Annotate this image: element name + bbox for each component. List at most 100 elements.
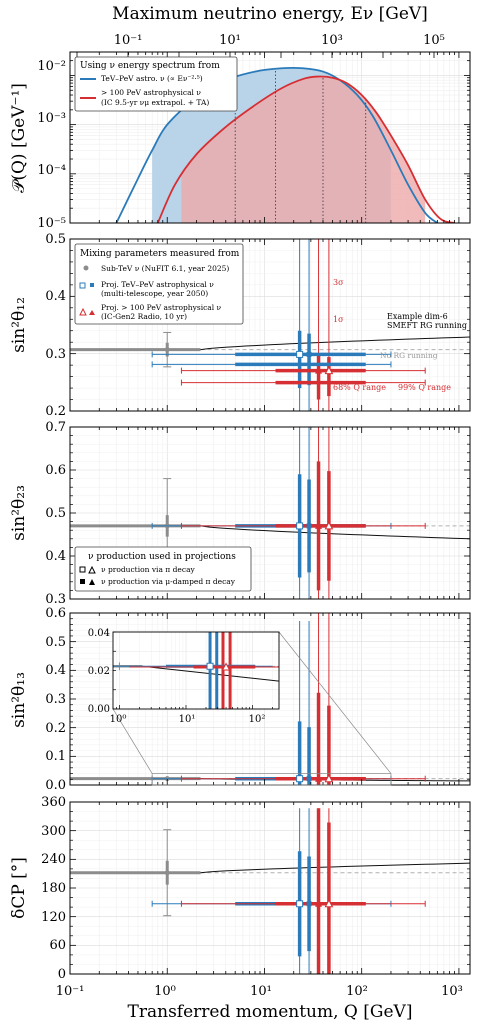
annotation-68-range: 68% Q range [333, 383, 386, 392]
y-tick-label: 0.2 [45, 404, 66, 419]
top-axis-title: Maximum neutrino energy, Eν [GeV] [112, 4, 428, 24]
inset-data [113, 632, 279, 709]
y-axis-label: 𝒫(Q) [GeV⁻¹] [9, 83, 29, 193]
uhe-point [315, 900, 323, 907]
panel-data [70, 427, 470, 599]
y-tick-label: 0.4 [45, 549, 66, 564]
production-legend: ν production used in projections ν produ… [74, 546, 252, 592]
inset-x-tick-label: 10⁰ [110, 714, 127, 725]
annotation-no-rg: No RG running [380, 351, 438, 360]
y-tick-label: 0.7 [45, 420, 66, 435]
legend-title: ν production used in projections [88, 552, 236, 562]
panel-theta13: 0.0 0.1 0.2 0.3 0.4 0.5 0.6 sin²θ₁₃ 0.00… [9, 606, 471, 793]
uhe-pi-point [324, 899, 334, 908]
y-tick-label: 10⁻⁵ [37, 216, 66, 231]
legend-entry-pi: ν production via π decay [101, 565, 196, 574]
legend-entry-uhe: > 100 PeV astrophysical ν [101, 88, 201, 97]
astro-point [296, 522, 304, 530]
legend-title: Mixing parameters measured from [80, 249, 240, 259]
astro-spectrum-line [115, 66, 438, 223]
y-tick-label: 0.6 [45, 463, 66, 478]
panel-theta12: 0.2 0.3 0.4 0.5 sin²θ₁₂ Mixing parameter… [9, 232, 471, 419]
y-tick-label: 0.5 [45, 635, 66, 650]
panel-data [70, 808, 470, 974]
x-tick-label: 10⁻¹ [56, 984, 85, 999]
q-range-markers [234, 69, 367, 223]
y-tick-label: 0.4 [45, 663, 66, 678]
astro-point [296, 775, 304, 783]
y-tick-label: 240 [41, 852, 66, 867]
panel-frame [69, 51, 471, 224]
legend-entry-astro-sub: (multi-telescope, year 2050) [101, 289, 208, 298]
y-axis-label: sin²θ₁₂ [9, 297, 29, 353]
annotation-1sigma: 1σ [333, 315, 344, 324]
panel-data [70, 239, 470, 411]
smeft-curve [200, 862, 470, 874]
y-tick-label: 0.3 [45, 592, 66, 607]
spectrum-legend: Using ν energy spectrum from TeV–PeV ast… [74, 56, 238, 112]
x-tick-label: 10² [346, 984, 368, 999]
y-tick-label: 60 [49, 938, 66, 953]
legend-entry-nufit: Sub-TeV ν (NuFIT 6.1, year 2025) [101, 264, 229, 273]
x-tick-label: 10³ [441, 984, 463, 999]
inset-y-tick-label: 0.00 [88, 704, 110, 715]
panel-frame [69, 238, 471, 412]
legend-entry-uhe-sub: (IC 9.5-yr νμ extrapol. + TA) [101, 98, 209, 107]
y-tick-label: 0.1 [45, 749, 66, 764]
annotation-smeft: Example dim-6 [387, 312, 448, 321]
y-tick-label: 10⁻³ [37, 111, 66, 126]
uhe-point [315, 522, 323, 529]
astro-point [296, 350, 304, 358]
annotation-3sigma: 3σ [333, 278, 344, 287]
astro-mu-point [306, 776, 312, 782]
smeft-curve [200, 336, 470, 351]
legend-entry-uhe: Proj. > 100 PeV astrophysical ν [101, 303, 222, 312]
y-tick-label: 0.0 [45, 778, 66, 793]
inset-x-tick-label: 10¹ [179, 714, 196, 725]
uhe-spectrum-fill [181, 76, 426, 223]
inset-zoom: 0.00 0.02 0.04 10⁰ 10¹ 10² [88, 628, 392, 786]
inset-x-tick-label: 10² [249, 714, 266, 725]
nufit-point [164, 347, 170, 353]
y-tick-label: 0.3 [45, 692, 66, 707]
panel-pq: 10⁻⁵ 10⁻⁴ 10⁻³ 10⁻² 𝒫(Q) [GeV⁻¹] Using ν… [9, 51, 471, 231]
astro-mu-point [306, 901, 312, 907]
inset-y-tick-label: 0.02 [88, 666, 110, 677]
inset-y-tick-label: 0.04 [88, 628, 110, 639]
axis-ticks [69, 426, 470, 600]
x-tick-label: 10¹ [250, 984, 272, 999]
legend-entry-mu-damped: ν production via μ-damped π decay [101, 577, 236, 586]
y-axis-label: δCP [°] [9, 857, 29, 919]
legend-title: Using ν energy spectrum from [80, 61, 220, 71]
axis-ticks [69, 612, 470, 786]
grid [69, 801, 470, 975]
y-tick-label: 0.2 [45, 721, 66, 736]
y-axis-label: sin²θ₁₃ [9, 672, 29, 728]
y-axis-label: sin²θ₂₃ [9, 485, 29, 541]
y-tick-label: 120 [41, 910, 66, 925]
uhe-pi-point [324, 774, 334, 783]
annotation-smeft-sub: SMEFT RG running [387, 321, 467, 330]
top-tick-label: 10¹ [219, 33, 241, 48]
smeft-curve [200, 525, 470, 540]
uhe-spectrum-line [156, 75, 455, 223]
axis-ticks [69, 238, 470, 412]
uhe-point [221, 662, 231, 671]
mixing-legend: Mixing parameters measured from Sub-TeV … [74, 243, 244, 325]
uhe-pi-point [324, 366, 334, 375]
axis-ticks [69, 801, 470, 975]
top-tick-label: 10⁻¹ [114, 33, 143, 48]
y-tick-label: 0.6 [45, 606, 66, 621]
astro-mu-point [306, 351, 312, 357]
panel-theta23: 0.3 0.4 0.5 0.6 0.7 sin²θ₂₃ ν production… [9, 420, 471, 607]
y-tick-label: 10⁻² [37, 59, 66, 74]
y-tick-label: 0.5 [45, 506, 66, 521]
annotation-99-range: 99% Q range [398, 383, 451, 392]
astro-mu-point [306, 523, 312, 529]
uhe-pi-point [324, 521, 334, 530]
y-tick-label: 10⁻⁴ [37, 163, 66, 178]
axis-ticks [69, 51, 470, 224]
legend-entry-astro: Proj. TeV–PeV astrophysical ν [101, 280, 214, 289]
y-tick-label: 0.5 [45, 232, 66, 247]
